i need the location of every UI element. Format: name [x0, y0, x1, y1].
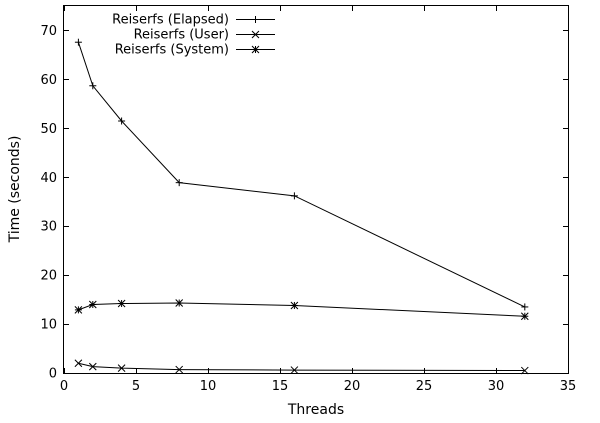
y-tick-label: 50 [40, 122, 57, 137]
data-point [520, 312, 529, 321]
marker-stroke [175, 299, 184, 307]
y-tick-label: 40 [40, 171, 57, 186]
x-tick-label: 15 [272, 379, 289, 394]
legend-marker [251, 45, 260, 54]
marker-stroke [520, 312, 529, 321]
x-axis-title: Threads [287, 402, 344, 418]
legend-label: Reiserfs (User) [134, 28, 229, 43]
x-tick-label: 0 [60, 379, 68, 394]
legend: Reiserfs (Elapsed)Reiserfs (User)Reiserf… [112, 13, 275, 58]
marker-stroke [290, 366, 299, 374]
x-tick-label: 35 [560, 379, 577, 394]
series-group [74, 38, 529, 375]
legend-marker [252, 16, 259, 23]
series-line [78, 362, 525, 372]
data-point [74, 38, 82, 46]
data-point [74, 306, 83, 314]
data-point [74, 359, 83, 368]
y-tick-label: 70 [40, 24, 57, 39]
marker-stroke [290, 301, 299, 310]
marker-stroke [520, 366, 529, 375]
legend-item: Reiserfs (System) [115, 43, 275, 58]
legend-label: Reiserfs (System) [115, 43, 229, 58]
marker-stroke [117, 299, 126, 308]
series-1 [74, 359, 529, 375]
y-tick-label: 0 [49, 367, 57, 382]
marker-stroke [74, 359, 83, 368]
y-axis-title: Time (seconds) [7, 136, 23, 244]
marker-stroke [175, 365, 184, 374]
axis-tick-labels: 0 5 10 15 20 25 30 35 0 10 20 30 40 50 60 70 [40, 24, 576, 394]
axis-ticks [64, 6, 569, 374]
x-tick-label: 25 [416, 379, 433, 394]
plot-frame [63, 5, 569, 374]
x-tick-label: 30 [488, 379, 505, 394]
data-point [117, 364, 126, 372]
y-tick-label: 60 [40, 73, 57, 88]
data-point [117, 299, 126, 308]
data-point [290, 192, 298, 200]
marker-stroke [251, 45, 260, 54]
legend-marker [251, 30, 260, 39]
series-line [77, 42, 526, 308]
y-tick-label: 10 [40, 318, 57, 333]
series-2 [74, 299, 529, 321]
marker-stroke [88, 362, 97, 371]
data-point [175, 365, 184, 374]
data-point [521, 303, 529, 311]
marker-stroke [74, 306, 83, 314]
data-point [89, 82, 97, 90]
data-point [290, 366, 299, 374]
series-line [78, 302, 525, 317]
data-point [88, 362, 97, 371]
data-point [175, 179, 183, 187]
legend-label: Reiserfs (Elapsed) [112, 13, 229, 28]
legend-item: Reiserfs (User) [134, 28, 275, 43]
x-tick-label: 20 [344, 379, 361, 394]
y-tick-label: 30 [40, 220, 57, 235]
legend-item: Reiserfs (Elapsed) [112, 13, 275, 28]
data-point [520, 366, 529, 375]
x-tick-label: 5 [132, 379, 140, 394]
marker-stroke [117, 364, 126, 372]
data-point [118, 117, 126, 125]
marker-stroke [251, 30, 260, 39]
marker-stroke [88, 300, 97, 309]
x-tick-label: 10 [200, 379, 217, 394]
data-point [290, 301, 299, 310]
data-point [175, 299, 184, 307]
series-0 [74, 38, 529, 311]
y-tick-label: 20 [40, 269, 57, 284]
data-point [88, 300, 97, 309]
